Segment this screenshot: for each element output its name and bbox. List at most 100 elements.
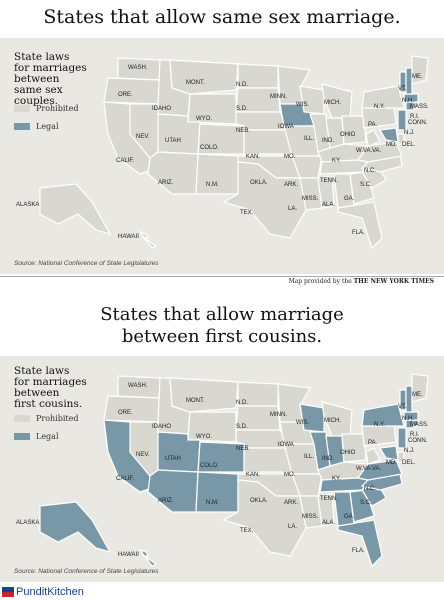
- footer-logo[interactable]: PunditKitchen: [2, 586, 84, 598]
- state-label: ALA.: [322, 202, 335, 208]
- state-label: HAWAII: [118, 552, 139, 558]
- state-mont: [169, 59, 239, 95]
- state-label: N.M.: [206, 500, 219, 506]
- state-label: LA.: [288, 524, 297, 530]
- state-label: S.D.: [236, 424, 248, 430]
- state-fla: [337, 201, 383, 250]
- legend-label: Prohibited: [36, 104, 79, 113]
- map1-legend-prohibited: Prohibited: [14, 104, 78, 113]
- state-label: S.D.: [236, 106, 248, 112]
- state-label: N.J.: [404, 448, 415, 454]
- state-fla: [337, 519, 383, 568]
- state-label: ARIZ.: [158, 180, 174, 186]
- state-hawaii: [138, 548, 158, 567]
- state-label: MO.: [284, 154, 296, 160]
- state-label: ALASKA: [16, 520, 39, 526]
- state-label: TEX.: [240, 528, 254, 534]
- state-label: ARK.: [284, 182, 298, 188]
- state-label: ME.: [412, 392, 423, 398]
- map-credit: Map provided by the THE NEW YORK TIMES: [289, 278, 434, 285]
- state-label: HAWAII: [118, 234, 139, 240]
- state-label: PA.: [368, 440, 378, 446]
- state-n-c: [360, 155, 403, 173]
- state-label: N.C.: [364, 486, 376, 492]
- prohibited-swatch: [14, 105, 30, 112]
- state-label: S.C.: [360, 182, 372, 188]
- state-label: NEV.: [136, 134, 150, 140]
- state-label: IDAHO: [152, 106, 171, 112]
- state-label: IND.: [322, 456, 334, 462]
- state-label: ME.: [412, 74, 423, 80]
- state-label: R.I.: [410, 114, 420, 120]
- flag-icon-svg: [2, 587, 14, 597]
- state-label: COLO.: [200, 145, 219, 151]
- state-label: IOWA: [278, 124, 294, 130]
- state-label: PA.: [368, 122, 378, 128]
- state-label: MO.: [284, 472, 296, 478]
- state-label: W.VA.: [356, 148, 373, 154]
- state-label: ILL.: [304, 454, 314, 460]
- state-label: MD.: [386, 142, 397, 148]
- legend-title-line: State laws: [14, 365, 70, 377]
- legend-title-line: for marriages: [14, 376, 87, 388]
- state-label: WIS.: [296, 102, 309, 108]
- state-label: IOWA: [278, 442, 294, 448]
- state-label: KAN.: [246, 154, 260, 160]
- prohibited-swatch: [14, 415, 30, 422]
- state-kan: [243, 129, 293, 155]
- map1-title: States that allow same sex marriage.: [43, 6, 401, 28]
- state-va: [356, 141, 403, 163]
- state-label: VA.: [372, 466, 382, 472]
- state-label: COLO.: [200, 463, 219, 469]
- state-hawaii: [138, 230, 158, 249]
- map1-source: Source: National Conference of State Leg…: [14, 260, 159, 267]
- state-n-h: [405, 67, 413, 95]
- map2-svg: WASH. ORE. CALIF. IDAHO NEV. MONT. WYO. UTAH ARI…: [16, 373, 429, 568]
- state-label: N.Y.: [374, 422, 385, 428]
- state-label: DEL.: [402, 142, 416, 148]
- state-mass: [403, 411, 419, 421]
- divider: [0, 276, 444, 277]
- state-label: KY.: [332, 158, 341, 164]
- state-label: WASH.: [128, 65, 148, 71]
- state-label: TENN.: [320, 496, 338, 502]
- map2-legend-legal: Legal: [14, 432, 59, 441]
- state-label: N.D.: [236, 400, 248, 406]
- state-label: N.M.: [206, 182, 219, 188]
- state-label: ALASKA: [16, 202, 39, 208]
- state-tex: [222, 479, 307, 557]
- state-mass: [403, 93, 419, 103]
- state-label: S.C.: [360, 500, 372, 506]
- state-n-c: [360, 473, 403, 491]
- state-w-va: [365, 129, 381, 147]
- legend-title-line: State laws: [14, 51, 70, 63]
- state-label: ARIZ.: [158, 498, 174, 504]
- state-label: VA.: [372, 148, 382, 154]
- state-label: N.H.: [402, 416, 414, 422]
- state-label: GA.: [344, 196, 355, 202]
- state-label: ORE.: [118, 92, 133, 98]
- state-label: OKLA.: [250, 498, 268, 504]
- state-ohio: [341, 433, 367, 463]
- credit-name: THE NEW YORK TIMES: [353, 278, 434, 285]
- state-miss: [317, 175, 335, 209]
- state-alaska: [39, 183, 112, 235]
- state-kan: [243, 447, 293, 473]
- legal-swatch: [14, 433, 30, 440]
- map2-legend-prohibited: Prohibited: [14, 414, 78, 423]
- state-del: [397, 133, 405, 145]
- legend-label: Legal: [36, 432, 59, 441]
- map1-legend-legal: Legal: [14, 122, 59, 131]
- state-tex: [222, 161, 307, 239]
- state-label: IND.: [322, 138, 334, 144]
- state-label: TEX.: [240, 210, 254, 216]
- flag-icon: [2, 587, 14, 597]
- state-label: VT.: [398, 86, 407, 92]
- map1-svg: WASH. ORE. CALIF. IDAHO NEV. MONT. WYO. UTAH ARI…: [16, 55, 429, 250]
- state-label: N.D.: [236, 82, 248, 88]
- flag-top: [2, 587, 14, 592]
- state-md: [379, 127, 399, 143]
- state-label: GA.: [344, 514, 355, 520]
- legend-title-line: between: [14, 387, 60, 399]
- state-n-m: [195, 471, 239, 513]
